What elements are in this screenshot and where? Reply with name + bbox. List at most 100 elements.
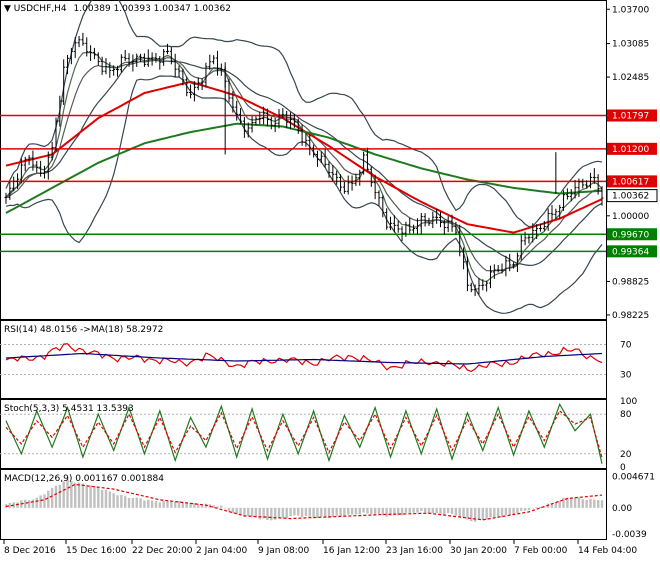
candle bbox=[189, 84, 193, 99]
candle bbox=[339, 174, 343, 192]
time-tick-label: 16 Jan 12:00 bbox=[323, 546, 380, 556]
macd-histogram-bar bbox=[177, 500, 181, 508]
candle bbox=[300, 124, 304, 146]
macd-histogram-bar bbox=[496, 507, 500, 518]
macd-histogram-bar bbox=[412, 507, 415, 513]
candle bbox=[485, 280, 489, 292]
macd-histogram-bar bbox=[100, 489, 104, 508]
stoch-main-line bbox=[5, 402, 603, 464]
macd-layer bbox=[4, 479, 604, 522]
candle bbox=[550, 205, 554, 221]
candle bbox=[112, 65, 116, 76]
candle bbox=[562, 190, 566, 211]
candle bbox=[116, 65, 120, 77]
macd-histogram-bar bbox=[304, 507, 308, 516]
candle bbox=[462, 247, 466, 270]
candle bbox=[342, 181, 346, 194]
candle bbox=[596, 174, 600, 195]
macd-histogram-bar bbox=[81, 483, 85, 508]
price-tick-label: 0.98225 bbox=[612, 311, 649, 321]
candle bbox=[446, 216, 450, 233]
macd-histogram-bar bbox=[173, 501, 177, 508]
candle bbox=[265, 108, 269, 127]
macd-histogram-bar bbox=[389, 507, 392, 516]
candle bbox=[239, 108, 243, 124]
macd-histogram-bar bbox=[562, 497, 565, 508]
price-tick-label: 1.02485 bbox=[612, 73, 649, 83]
macd-histogram-bar bbox=[235, 507, 238, 515]
candle bbox=[396, 220, 400, 233]
candle bbox=[208, 54, 212, 70]
candle bbox=[381, 195, 385, 218]
macd-histogram-bar bbox=[377, 507, 381, 514]
candle bbox=[196, 77, 200, 91]
candle bbox=[377, 190, 381, 206]
candle bbox=[162, 49, 166, 66]
macd-histogram-bar bbox=[531, 507, 534, 509]
candle bbox=[127, 53, 131, 67]
candle bbox=[296, 118, 300, 134]
macd-histogram-bar bbox=[297, 507, 300, 516]
candle bbox=[327, 161, 331, 178]
candle bbox=[308, 134, 312, 156]
macd-histogram-bar bbox=[566, 497, 569, 508]
time-tick-label: 14 Feb 04:00 bbox=[578, 546, 637, 556]
macd-histogram-bar bbox=[581, 499, 584, 508]
macd-histogram-bar bbox=[504, 507, 508, 516]
candle bbox=[8, 181, 12, 200]
candle bbox=[165, 43, 169, 54]
collapse-triangle-icon[interactable]: ▼ bbox=[4, 4, 11, 14]
candle bbox=[508, 253, 512, 272]
candle bbox=[527, 233, 531, 244]
candle bbox=[42, 165, 46, 179]
stoch-pane[interactable] bbox=[0, 399, 607, 469]
macd-histogram-bar bbox=[450, 507, 454, 514]
macd-histogram-bar bbox=[131, 498, 135, 508]
macd-histogram-bar bbox=[385, 507, 388, 517]
candle bbox=[412, 224, 416, 234]
macd-histogram-bar bbox=[423, 507, 427, 513]
candle bbox=[500, 263, 504, 274]
candle bbox=[235, 100, 239, 121]
candle bbox=[73, 37, 77, 58]
macd-histogram-bar bbox=[343, 507, 346, 517]
main-price-layer bbox=[0, 0, 606, 314]
time-tick-label: 22 Dec 20:00 bbox=[132, 546, 193, 556]
macd-histogram-bar bbox=[370, 507, 373, 515]
candle bbox=[158, 55, 162, 70]
candle bbox=[58, 95, 62, 127]
candle bbox=[473, 284, 477, 297]
candle bbox=[27, 154, 31, 166]
bollinger-lower-line bbox=[5, 75, 603, 314]
macd-histogram-bar bbox=[135, 497, 138, 508]
macd-histogram-bar bbox=[231, 507, 235, 514]
macd-histogram-bar bbox=[8, 502, 12, 508]
candle bbox=[227, 78, 231, 103]
main-pane[interactable] bbox=[0, 0, 607, 320]
macd-histogram-bar bbox=[527, 507, 531, 511]
macd-histogram-bar bbox=[585, 500, 588, 508]
macd-histogram-bar bbox=[362, 507, 365, 513]
candle bbox=[354, 173, 358, 186]
candle bbox=[204, 62, 208, 88]
macd-histogram-bar bbox=[273, 507, 277, 520]
candle bbox=[31, 150, 35, 171]
candle bbox=[392, 215, 396, 233]
candle bbox=[146, 49, 150, 67]
time-tick-label: 15 Dec 16:00 bbox=[66, 546, 127, 556]
macd-histogram-bar bbox=[262, 507, 265, 519]
candle bbox=[69, 47, 73, 65]
candle bbox=[250, 116, 254, 133]
macd-histogram-bar bbox=[150, 500, 154, 508]
price-tick-label: 0.99364 bbox=[612, 247, 649, 257]
macd-histogram-bar bbox=[16, 502, 19, 508]
macd-histogram-bar bbox=[458, 507, 461, 518]
macd-tick-label: -0.0039 bbox=[612, 530, 647, 540]
macd-histogram-bar bbox=[327, 507, 331, 519]
candle bbox=[546, 208, 550, 231]
price-tick-label: 1.01797 bbox=[612, 112, 649, 122]
level-label-bg bbox=[607, 228, 657, 241]
macd-histogram-bar bbox=[600, 500, 604, 508]
price-tick-label: 1.00000 bbox=[612, 212, 649, 222]
